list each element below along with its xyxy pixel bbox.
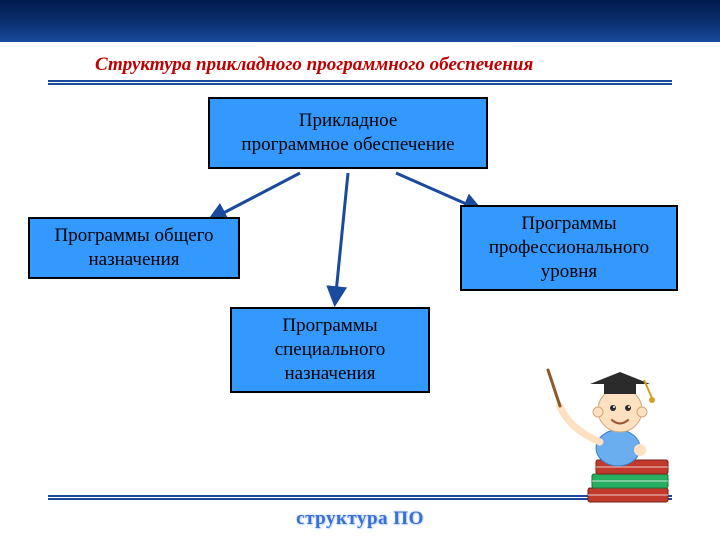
mascot-student-icon	[540, 350, 680, 510]
edge-root-center	[335, 173, 348, 303]
node-label: Программыпрофессиональногоуровня	[489, 212, 649, 283]
node-label: Прикладноепрограммное обеспечение	[241, 109, 454, 157]
node-left: Программы общегоназначения	[28, 217, 240, 279]
slide-title: Структура прикладного программного обесп…	[95, 54, 720, 76]
footer-text: структура ПО	[0, 508, 720, 530]
node-label: Программы общегоназначения	[54, 224, 213, 272]
node-center: Программыспециальногоназначения	[230, 307, 430, 393]
node-label: Программыспециальногоназначения	[275, 314, 386, 385]
edge-root-left	[210, 173, 300, 220]
node-root: Прикладноепрограммное обеспечение	[208, 97, 488, 169]
top-banner	[0, 0, 720, 42]
node-right: Программыпрофессиональногоуровня	[460, 205, 678, 291]
